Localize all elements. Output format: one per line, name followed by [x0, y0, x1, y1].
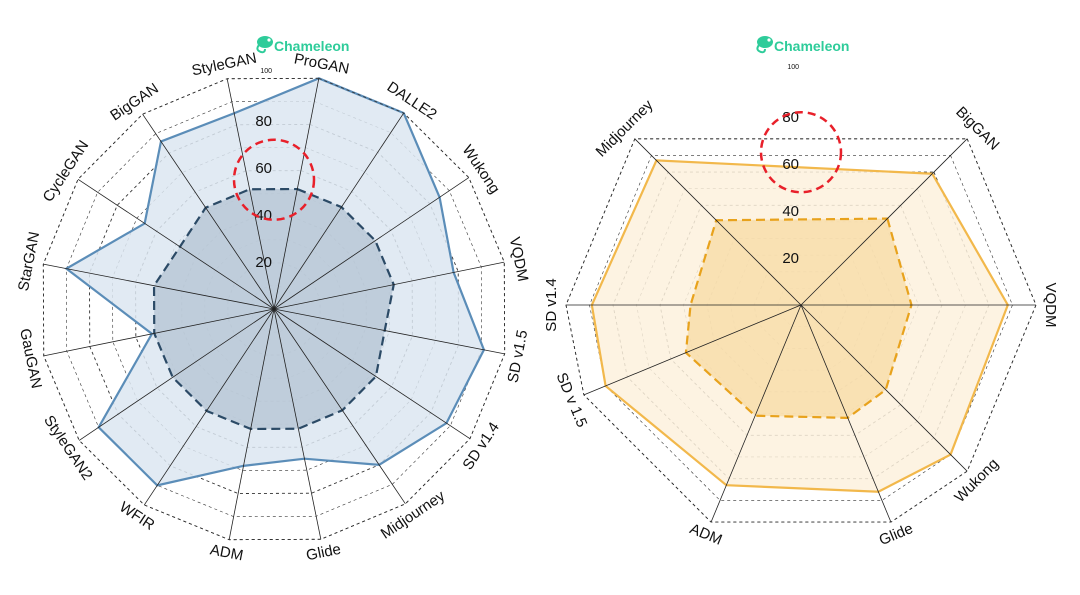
outer-ring: [565, 138, 1037, 523]
category-label: WFIR: [116, 499, 157, 534]
highlight-circle: [759, 111, 843, 194]
chameleon-eye: [267, 38, 271, 42]
axis-spoke: [43, 308, 275, 357]
axis-spoke: [143, 308, 275, 506]
grid-ring: [589, 155, 1013, 501]
category-label: CycleGAN: [40, 137, 93, 205]
chameleon-logo: Chameleon: [756, 36, 849, 54]
category-label: ADM: [687, 520, 724, 548]
category-label: BigGAN: [107, 80, 161, 124]
axis-spoke: [634, 138, 802, 306]
logo-text: Chameleon: [774, 38, 849, 54]
highlight-circle: [232, 138, 316, 221]
axis-spoke: [43, 263, 275, 310]
category-label: ProGAN: [293, 50, 351, 77]
category-label: SD v1.4: [543, 278, 560, 331]
tick-label: 20: [782, 250, 799, 267]
category-label: StyleGAN2: [40, 412, 96, 483]
axis-spoke: [142, 113, 275, 310]
tick-label: 80: [782, 109, 799, 126]
tick-label: 60: [255, 160, 272, 177]
grid-ring: [89, 124, 459, 494]
category-label: SD v 1.5: [553, 370, 591, 430]
category-label: SD v1.5: [504, 329, 531, 385]
tick-label: 80: [255, 113, 272, 130]
outer-ring: [42, 77, 506, 541]
axis-spoke: [800, 304, 968, 472]
tick-label: 20: [255, 254, 272, 271]
category-label: VQDM: [1042, 283, 1059, 328]
tick-label: 60: [782, 156, 799, 173]
chameleon-tail: [256, 44, 266, 54]
axis-spoke: [273, 308, 505, 355]
category-label: SD v1.4: [459, 419, 503, 473]
category-label: Glide: [305, 541, 343, 565]
axis-spoke: [273, 78, 320, 310]
category-label: GauGAN: [16, 327, 45, 390]
axis-spoke: [273, 261, 505, 310]
chameleon-logo: Chameleon: [256, 36, 349, 54]
axis-spoke: [273, 112, 405, 310]
category-label: Midjourney: [378, 487, 449, 542]
axis-spoke: [228, 308, 275, 540]
category-label: Glide: [877, 520, 916, 549]
tick-label: 40: [782, 203, 799, 220]
logo-text: Chameleon: [274, 38, 349, 54]
axis-spoke: [273, 177, 470, 310]
axis-spoke: [78, 308, 275, 441]
axis-spoke: [226, 78, 275, 310]
category-label: Wukong: [459, 142, 504, 197]
axis-spoke: [273, 308, 322, 540]
axis-spoke: [273, 308, 471, 440]
axis-spoke: [710, 304, 802, 523]
chameleon-eye: [767, 38, 771, 42]
axis-spoke: [583, 304, 802, 396]
category-label: VQDM: [506, 236, 532, 283]
axis-spoke: [273, 308, 406, 505]
chameleon-icon: [757, 36, 773, 48]
chameleon-icon: [257, 36, 273, 48]
category-label: StarGAN: [15, 230, 43, 292]
axis-spoke: [800, 304, 892, 523]
chameleon-tail: [756, 44, 766, 54]
category-label: StyleGAN: [190, 50, 258, 80]
axis-spoke: [800, 138, 968, 306]
tick-label: 100: [787, 64, 799, 71]
tick-label: 100: [260, 68, 272, 75]
series-area-inner: [684, 217, 913, 420]
axis-spoke: [77, 178, 275, 310]
category-label: ADM: [209, 541, 245, 564]
